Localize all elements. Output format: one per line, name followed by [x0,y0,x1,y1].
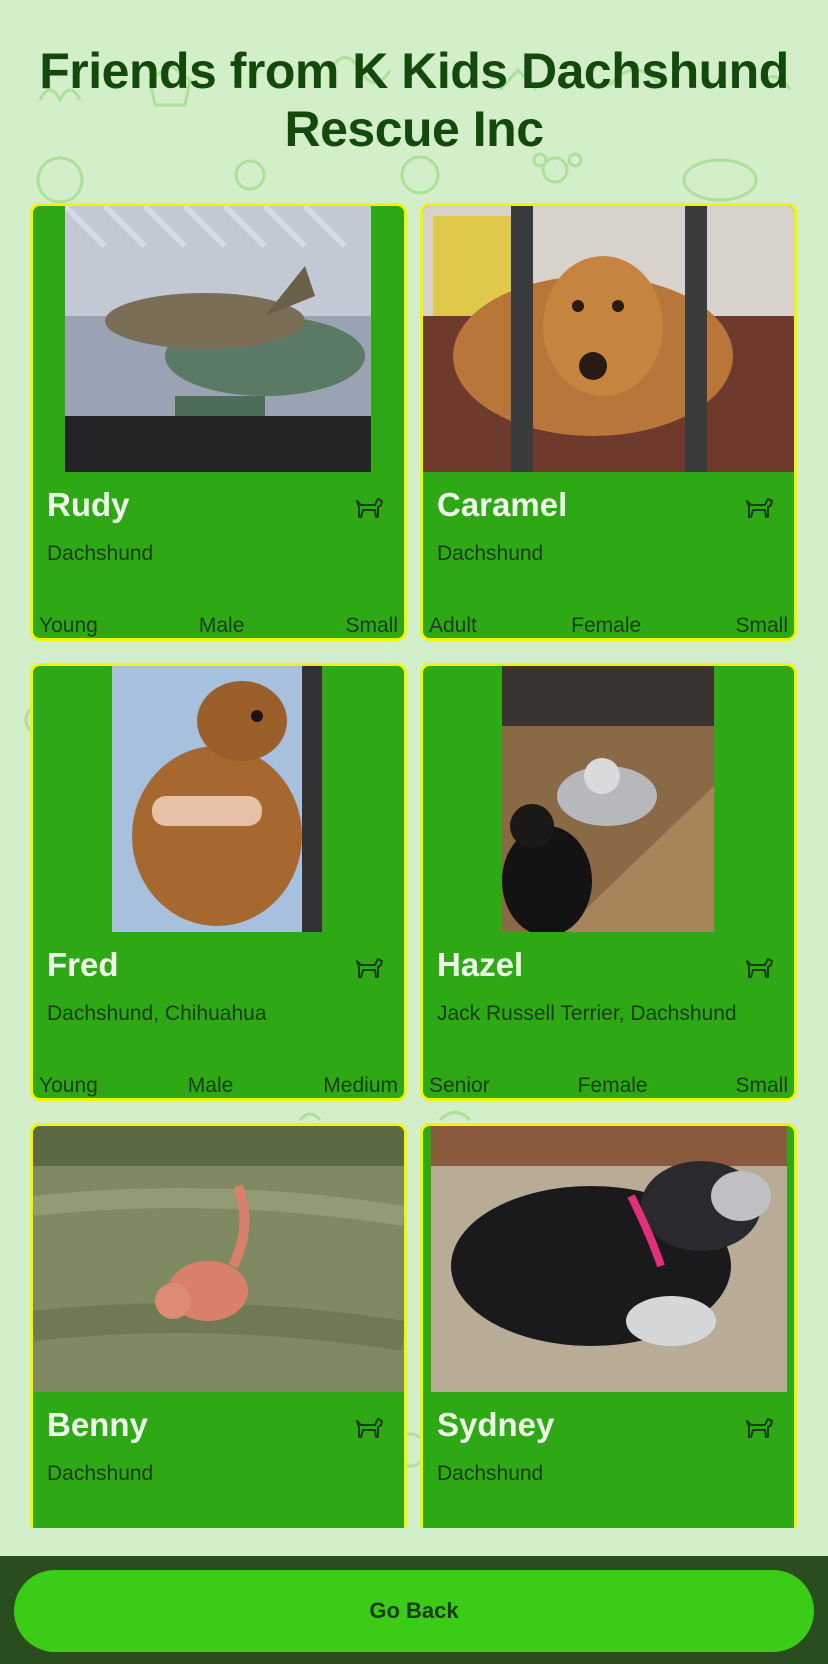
pet-size: Medium [323,1074,398,1097]
pet-breed: Dachshund [437,1462,544,1485]
page-title: Friends from K Kids Dachshund Rescue Inc [39,43,789,157]
pet-name: Rudy [47,486,130,523]
pet-name: Caramel [437,486,568,523]
dog-icon [746,1418,773,1438]
pet-gender: Male [198,614,245,637]
pet-breed: Dachshund [47,542,154,565]
pet-name: Benny [47,1406,148,1443]
pet-card-rudy[interactable]: Rudy Dachshund Young Male Small [30,203,407,641]
pet-breed: Dachshund [47,1462,154,1485]
pet-size: Small [345,614,398,637]
footer-bar: Go Back [0,1556,828,1664]
pet-photo [65,206,371,472]
pet-card-caramel[interactable]: Caramel Dachshund Adult Female Small [420,203,797,641]
pet-photo [502,666,714,932]
pet-card-benny[interactable]: Benny Dachshund [30,1123,407,1528]
pet-size: Small [735,1074,788,1097]
pet-photo [423,206,794,472]
pet-size: Small [735,614,788,637]
pet-photo [431,1126,787,1392]
pet-gender: Male [187,1074,234,1097]
pet-photo [33,1126,404,1392]
dog-icon [356,1418,383,1438]
pet-card-sydney[interactable]: Sydney Dachshund [420,1123,797,1528]
pet-card-hazel[interactable]: Hazel Jack Russell Terrier, Dachshund Se… [420,663,797,1101]
go-back-button[interactable]: Go Back [14,1570,814,1652]
pet-gender: Female [577,1074,648,1097]
dog-icon [356,958,383,978]
pet-meta: Young Male Medium [39,1074,398,1098]
pet-breed: Dachshund [437,542,544,565]
pet-meta: Adult Female Small [429,614,788,638]
pet-breed: Jack Russell Terrier, Dachshund [437,1002,737,1025]
pet-name: Sydney [437,1406,555,1443]
pet-age: Young [39,614,98,637]
pet-gender: Female [571,614,642,637]
pet-grid: Rudy Dachshund Young Male Small [30,203,798,1528]
dog-icon [746,498,773,518]
dog-icon [746,958,773,978]
pet-name: Hazel [437,946,524,983]
pet-age: Young [39,1074,98,1097]
pet-age: Senior [429,1074,490,1097]
pet-photo [112,666,322,932]
pet-card-fred[interactable]: Fred Dachshund, Chihuahua Young Male Med… [30,663,407,1101]
dog-icon [356,498,383,518]
pet-name: Fred [47,946,119,983]
pet-age: Adult [429,614,477,637]
pet-meta: Young Male Small [39,614,398,638]
pet-breed: Dachshund, Chihuahua [47,1002,267,1025]
pet-meta: Senior Female Small [429,1074,788,1098]
